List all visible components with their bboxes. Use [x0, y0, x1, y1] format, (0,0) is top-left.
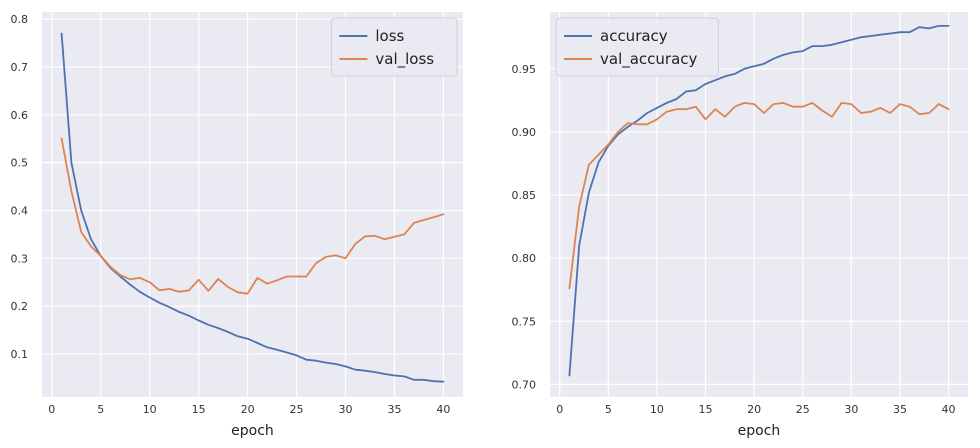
series-line-loss — [60, 32, 445, 383]
accuracy-y-tick-label: 0.70 — [512, 378, 537, 391]
accuracy-y-tick-label: 0.75 — [512, 315, 537, 328]
accuracy-x-tick-label: 35 — [893, 403, 907, 416]
loss-y-tick-label: 0.5 — [11, 157, 29, 170]
accuracy-x-tick-label: 20 — [747, 403, 761, 416]
loss-legend: loss val_loss — [330, 17, 458, 77]
accuracy-x-tick-label: 15 — [699, 403, 713, 416]
accuracy-x-tick-label: 40 — [942, 403, 956, 416]
loss-x-tick-label: 30 — [339, 403, 353, 416]
legend-label-loss: loss — [375, 27, 404, 45]
loss-y-tick-label: 0.3 — [11, 252, 29, 265]
loss-y-tick-label: 0.7 — [11, 61, 29, 74]
loss-x-tick-label: 20 — [241, 403, 255, 416]
loss-y-tick-label: 0.4 — [11, 204, 29, 217]
accuracy-x-tick-label: 5 — [605, 403, 612, 416]
loss-x-tick-label: 10 — [143, 403, 157, 416]
series-line-val-accuracy — [568, 102, 950, 290]
loss-y-tick-label: 0.1 — [11, 348, 29, 361]
legend-label-val-accuracy: val_accuracy — [600, 50, 698, 69]
loss-y-tick-label: 0.2 — [11, 300, 29, 313]
loss-x-tick-label: 0 — [48, 403, 55, 416]
accuracy-legend: accuracy val_accuracy — [555, 17, 719, 77]
accuracy-chart: 0 5 10 15 20 25 30 35 40 0.70 0.75 0.80 0.85 0.90 0.95… — [512, 12, 968, 439]
accuracy-y-tick-label: 0.90 — [512, 126, 537, 139]
accuracy-x-tick-label: 0 — [556, 403, 563, 416]
series-line-val-loss — [60, 137, 445, 295]
accuracy-y-tick-label: 0.80 — [512, 252, 537, 265]
loss-x-tick-label: 5 — [97, 403, 104, 416]
loss-x-tick-label: 35 — [387, 403, 401, 416]
loss-chart: 0 5 10 15 20 25 30 35 40 0.1 0.2 0.3 0.4 0.5 0.6 0.7 0.8… — [11, 12, 463, 439]
loss-x-axis-label: epoch — [231, 423, 274, 439]
loss-x-tick-label: 15 — [192, 403, 206, 416]
accuracy-legend-box — [555, 17, 719, 77]
loss-legend-box — [330, 17, 458, 77]
accuracy-x-axis-label: epoch — [738, 423, 781, 439]
accuracy-x-tick-label: 10 — [650, 403, 664, 416]
loss-x-tick-label: 25 — [290, 403, 304, 416]
legend-label-val-loss: val_loss — [375, 50, 434, 69]
accuracy-x-tick-label: 30 — [844, 403, 858, 416]
accuracy-y-tick-label: 0.85 — [512, 189, 537, 202]
loss-x-tick-label: 40 — [436, 403, 450, 416]
loss-y-tick-label: 0.8 — [11, 13, 29, 26]
legend-label-accuracy: accuracy — [600, 27, 668, 45]
loss-y-tick-label: 0.6 — [11, 109, 29, 122]
accuracy-x-tick-label: 25 — [796, 403, 810, 416]
accuracy-y-tick-label: 0.95 — [512, 63, 537, 76]
